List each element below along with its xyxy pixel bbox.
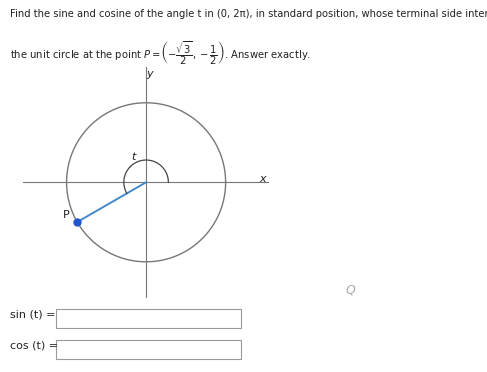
Text: Find the sine and cosine of the angle t in (0, 2π), in standard position, whose : Find the sine and cosine of the angle t … xyxy=(10,9,487,19)
Text: t: t xyxy=(131,152,135,162)
Text: y: y xyxy=(147,69,153,79)
Text: cos (t) =: cos (t) = xyxy=(10,340,58,350)
Text: P: P xyxy=(62,211,69,221)
Text: sin (t) =: sin (t) = xyxy=(10,310,55,319)
Text: Q: Q xyxy=(346,284,356,296)
Text: the unit circle at the point $P = \!\left(-\dfrac{\sqrt{3}}{2}, -\dfrac{1}{2}\ri: the unit circle at the point $P = \!\lef… xyxy=(10,39,311,67)
Text: x: x xyxy=(259,174,266,184)
